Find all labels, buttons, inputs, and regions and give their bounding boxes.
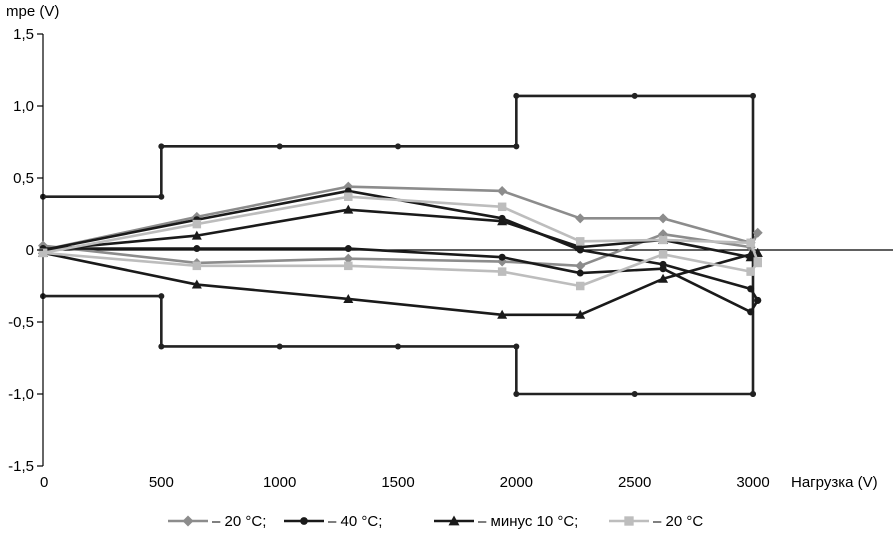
series-3 [38, 204, 763, 319]
y-tick-label: -1,5 [8, 458, 34, 475]
data-point [193, 245, 201, 253]
legend: – 20 °C; – 40 °C; – минус 10 °C; – 20 °C [168, 513, 703, 530]
data-point [753, 258, 762, 268]
legend-swatch-marker [624, 516, 634, 526]
x-tick-label: 2000 [500, 474, 533, 491]
series-line [42, 208, 759, 259]
axes [42, 34, 893, 466]
data-point [575, 309, 586, 319]
data-point [658, 213, 669, 224]
data-point [192, 261, 202, 271]
data-point [752, 227, 763, 238]
series-line [42, 251, 759, 288]
series-line [42, 232, 759, 268]
y-axis-title: mpe (V) [6, 3, 59, 20]
legend-label: – 20 °C [653, 513, 703, 530]
data-point [343, 204, 354, 214]
data-point [575, 213, 586, 224]
data-point [497, 185, 508, 196]
limit-point [158, 343, 165, 350]
limit-point [513, 391, 520, 397]
limit-point [158, 293, 165, 300]
data-point [497, 216, 508, 226]
limit-point [395, 343, 401, 350]
y-tick-label: 0 [26, 242, 34, 259]
series-group [38, 181, 763, 319]
data-point [658, 250, 668, 259]
data-point [576, 269, 584, 277]
legend-swatch-marker [448, 515, 460, 526]
y-tick-label: -0,5 [8, 314, 34, 331]
data-point [747, 285, 755, 293]
data-point [497, 309, 508, 319]
x-tick-label: 500 [149, 474, 174, 491]
data-point [754, 296, 762, 304]
series-line [42, 195, 759, 262]
x-tick-label: 1000 [263, 474, 296, 491]
x-tick-label: 2500 [618, 474, 651, 491]
data-point [343, 253, 354, 264]
limit-point [276, 343, 283, 350]
series-line [43, 247, 759, 314]
data-point [659, 265, 667, 273]
data-point [658, 235, 668, 245]
limit-point [750, 92, 756, 99]
limit-line [43, 94, 755, 394]
limit-point [276, 143, 283, 150]
x-tick-label: 0 [40, 474, 48, 491]
ticks: 1,5 1,0 0,5 0 -0,5 -1,0 -1,5 0 500 1000 1500 2000 25… [8, 26, 770, 491]
limit-point [158, 193, 165, 200]
data-point [343, 293, 354, 303]
data-point [497, 202, 507, 212]
data-point [746, 267, 755, 276]
limit-point [631, 92, 638, 99]
limit-lines [40, 92, 756, 397]
legend-label: – 20 °C; [212, 513, 266, 530]
data-point [191, 279, 202, 289]
data-point [38, 248, 48, 258]
limit-point [158, 143, 165, 150]
legend-swatch-marker [182, 515, 194, 527]
data-point [191, 230, 202, 240]
y-tick-label: 0,5 [13, 170, 34, 187]
data-point [658, 273, 669, 283]
legend-label: – минус 10 °C; [478, 513, 578, 530]
data-point [344, 245, 352, 253]
limit-point [395, 143, 401, 150]
data-point [747, 308, 755, 316]
legend-label: – 40 °C; [328, 513, 382, 530]
limit-point [513, 92, 520, 99]
legend-item: – минус 10 °C; [434, 513, 578, 530]
data-point [192, 219, 202, 229]
data-point [497, 267, 507, 276]
data-point [344, 261, 353, 271]
legend-item: – 20 °C; [168, 513, 266, 530]
series-4 [38, 192, 762, 291]
data-point [575, 242, 586, 252]
series-line [42, 251, 758, 317]
data-point [746, 238, 755, 248]
x-tick-label: 1500 [381, 474, 414, 491]
data-point [745, 249, 756, 259]
limit-point [513, 143, 520, 150]
y-tick-label: 1,0 [13, 98, 34, 115]
y-tick-label: 1,5 [13, 26, 34, 43]
legend-item: – 20 °C [609, 513, 703, 530]
data-point [344, 192, 353, 201]
x-axis-title: Нагрузка (V) [791, 474, 878, 491]
limit-point [513, 343, 520, 350]
data-point [575, 281, 585, 291]
x-tick-label: 3000 [736, 474, 769, 491]
data-point [575, 237, 585, 246]
legend-item: – 40 °C; [284, 513, 382, 530]
limit-point [631, 391, 638, 397]
data-point [575, 260, 586, 271]
legend-swatch-marker [300, 517, 308, 525]
data-point [498, 253, 506, 261]
y-tick-label: -1,0 [8, 386, 34, 403]
limit-point [750, 391, 756, 397]
